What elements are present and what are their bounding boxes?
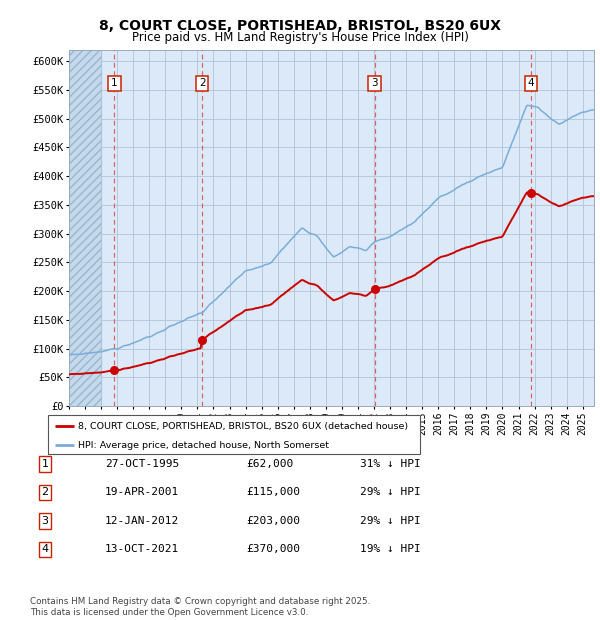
Text: 27-OCT-1995: 27-OCT-1995 <box>105 459 179 469</box>
Text: 2: 2 <box>199 79 206 89</box>
Text: £203,000: £203,000 <box>246 516 300 526</box>
Text: £370,000: £370,000 <box>246 544 300 554</box>
Text: 3: 3 <box>41 516 49 526</box>
Text: £62,000: £62,000 <box>246 459 293 469</box>
Text: 8, COURT CLOSE, PORTISHEAD, BRISTOL, BS20 6UX (detached house): 8, COURT CLOSE, PORTISHEAD, BRISTOL, BS2… <box>78 422 408 431</box>
Text: 29% ↓ HPI: 29% ↓ HPI <box>360 516 421 526</box>
Text: Contains HM Land Registry data © Crown copyright and database right 2025.
This d: Contains HM Land Registry data © Crown c… <box>30 598 370 617</box>
Bar <box>69 50 101 406</box>
Text: 13-OCT-2021: 13-OCT-2021 <box>105 544 179 554</box>
Text: 3: 3 <box>371 79 378 89</box>
Text: 4: 4 <box>41 544 49 554</box>
Text: 19% ↓ HPI: 19% ↓ HPI <box>360 544 421 554</box>
Text: 8, COURT CLOSE, PORTISHEAD, BRISTOL, BS20 6UX: 8, COURT CLOSE, PORTISHEAD, BRISTOL, BS2… <box>99 19 501 33</box>
Text: 19-APR-2001: 19-APR-2001 <box>105 487 179 497</box>
Text: 12-JAN-2012: 12-JAN-2012 <box>105 516 179 526</box>
FancyBboxPatch shape <box>48 415 420 454</box>
Text: £115,000: £115,000 <box>246 487 300 497</box>
Bar <box>69 50 101 406</box>
Text: 2: 2 <box>41 487 49 497</box>
Text: 1: 1 <box>111 79 118 89</box>
Text: Price paid vs. HM Land Registry's House Price Index (HPI): Price paid vs. HM Land Registry's House … <box>131 31 469 44</box>
Text: 29% ↓ HPI: 29% ↓ HPI <box>360 487 421 497</box>
Text: HPI: Average price, detached house, North Somerset: HPI: Average price, detached house, Nort… <box>78 441 329 450</box>
Text: 1: 1 <box>41 459 49 469</box>
Text: 31% ↓ HPI: 31% ↓ HPI <box>360 459 421 469</box>
Text: 4: 4 <box>528 79 535 89</box>
